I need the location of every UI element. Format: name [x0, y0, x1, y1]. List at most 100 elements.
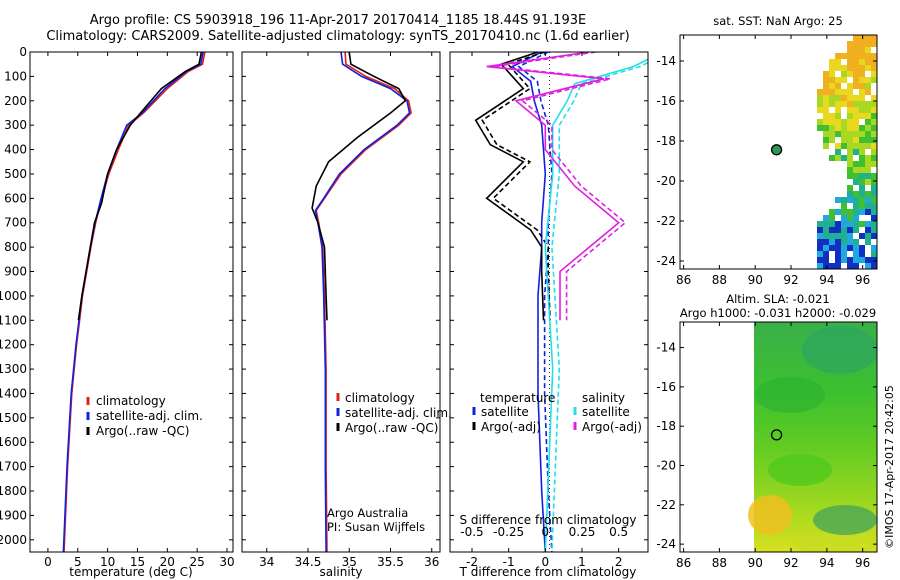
sst-cell — [817, 89, 823, 95]
sst-cell — [847, 113, 853, 119]
sst-cell — [823, 95, 829, 101]
sst-cell — [817, 227, 823, 233]
sst-cell — [847, 209, 853, 215]
x-tick-label: 1 — [578, 555, 586, 569]
sst-cell — [871, 179, 877, 185]
sst-cell — [859, 149, 865, 155]
x-tick-label: 20 — [160, 555, 175, 569]
sst-cell — [853, 143, 859, 149]
sst-cell — [847, 119, 853, 125]
latitude-tick-label: -20 — [656, 174, 676, 188]
depth-tick-label: 1000 — [0, 289, 27, 303]
depth-tick-label: 2000 — [0, 533, 27, 547]
sst-cell — [823, 77, 829, 83]
sst-cell — [835, 257, 841, 263]
x-tick-label: 10 — [100, 555, 115, 569]
series-line-climatology — [63, 52, 206, 552]
sst-cell — [853, 179, 859, 185]
legend-t-satellite-label: satellite — [481, 405, 529, 419]
sst-cell — [823, 227, 829, 233]
x-tick-label: 35.5 — [377, 555, 404, 569]
sst-cell — [871, 155, 877, 161]
legend-climatology-label: climatology — [96, 394, 166, 408]
sst-cell — [853, 47, 859, 53]
sst-cell — [853, 137, 859, 143]
sst-cell — [853, 191, 859, 197]
sst-cell — [871, 41, 877, 47]
imos-credit: ©IMOS 17-Apr-2017 20:42:05 — [883, 385, 896, 549]
legend-satellite-label: satellite-adj. clim. — [96, 409, 203, 423]
sst-cell — [823, 233, 829, 239]
sst-cell — [835, 83, 841, 89]
sst-cell — [865, 77, 871, 83]
sst-cell — [871, 101, 877, 107]
depth-tick-label: 800 — [4, 240, 27, 254]
sst-cell — [853, 239, 859, 245]
x-tick-label: 30 — [219, 555, 234, 569]
depth-tick-label: 1100 — [0, 313, 27, 327]
header-line1: Argo profile: CS 5903918_196 11-Apr-2017… — [90, 13, 586, 28]
sst-cell — [847, 47, 853, 53]
sst-cell — [823, 137, 829, 143]
sst-cell — [859, 197, 865, 203]
sst-cell — [823, 101, 829, 107]
sst-cell — [853, 41, 859, 47]
sst-cell — [847, 233, 853, 239]
series-line-s-argo-adj- — [486, 52, 620, 321]
sst-cell — [871, 227, 877, 233]
sst-cell — [853, 215, 859, 221]
sst-cell — [829, 65, 835, 71]
sst-cell — [841, 233, 847, 239]
argo-australia-annotation: Argo Australia — [327, 506, 408, 520]
sst-cell — [841, 197, 847, 203]
latitude-tick-label: -16 — [656, 380, 676, 394]
sst-cell — [835, 227, 841, 233]
sst-cell — [823, 215, 829, 221]
longitude-tick-label: 92 — [783, 273, 798, 287]
sst-cell — [841, 251, 847, 257]
sst-cell — [865, 239, 871, 245]
sst-cells — [817, 35, 877, 269]
sst-cell — [829, 233, 835, 239]
sst-map-frame — [679, 34, 878, 270]
sst-cell — [859, 107, 865, 113]
sst-cell — [835, 101, 841, 107]
sst-cell — [823, 71, 829, 77]
difference-axes-frame — [449, 51, 649, 553]
sst-cell — [859, 53, 865, 59]
sla-map-panel: Altim. SLA: -0.021 Argo h1000: -0.031 h2… — [656, 292, 878, 570]
sst-cell — [847, 83, 853, 89]
temperature-legend: climatology satellite-adj. clim. Argo(..… — [86, 394, 203, 438]
sst-cell — [853, 71, 859, 77]
series-line-argo-raw-qc- — [311, 52, 407, 321]
sst-cell — [853, 113, 859, 119]
sst-cell — [847, 125, 853, 131]
sst-cell — [841, 221, 847, 227]
sst-cell — [865, 233, 871, 239]
sst-cell — [847, 245, 853, 251]
sst-cell — [871, 113, 877, 119]
s-tick-label: 0 — [542, 525, 550, 539]
depth-tick-label: 1500 — [0, 411, 27, 425]
sst-cell — [865, 263, 871, 269]
sst-cell — [871, 263, 877, 269]
sst-cell — [871, 251, 877, 257]
sst-cell — [841, 125, 847, 131]
sst-cell — [871, 143, 877, 149]
header-line2: Climatology: CARS2009. Satellite-adjuste… — [46, 29, 629, 44]
depth-tick-label: 1700 — [0, 460, 27, 474]
sst-cell — [859, 167, 865, 173]
sst-cell — [871, 221, 877, 227]
sst-cell — [871, 149, 877, 155]
sst-cell — [841, 203, 847, 209]
sst-cell — [865, 59, 871, 65]
sst-cell — [835, 65, 841, 71]
x-tick-label: 0 — [44, 555, 52, 569]
longitude-tick-label: 88 — [712, 273, 727, 287]
sst-cell — [853, 35, 859, 41]
sst-cell — [865, 221, 871, 227]
sla-anomaly — [768, 454, 832, 486]
sla-map-frame — [679, 321, 878, 553]
sst-cell — [823, 245, 829, 251]
series-line-argo-raw-qc- — [77, 52, 203, 321]
